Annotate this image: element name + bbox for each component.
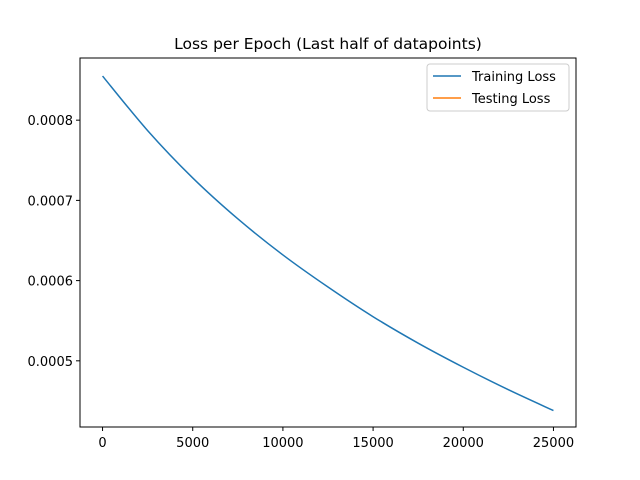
y-tick-label: 0.0007 xyxy=(28,194,74,209)
legend-box xyxy=(426,63,570,112)
x-axis: 0 5000 10000 15000 20000 25000 xyxy=(98,427,574,451)
legend-label-0: Training Loss xyxy=(471,70,556,85)
chart-title: Loss per Epoch (Last half of datapoints) xyxy=(174,35,482,53)
plot-area xyxy=(101,75,554,412)
x-tick-label: 20000 xyxy=(443,436,484,451)
legend: Training Loss Testing Loss xyxy=(426,63,570,112)
x-tick-label: 0 xyxy=(98,436,106,451)
y-axis: 0.0005 0.0006 0.0007 0.0008 xyxy=(28,114,80,370)
series-line-0 xyxy=(101,75,554,412)
y-tick-label: 0.0006 xyxy=(28,275,74,290)
y-tick-label: 0.0008 xyxy=(28,114,74,129)
x-tick-label: 15000 xyxy=(352,436,393,451)
x-tick-label: 10000 xyxy=(262,436,303,451)
x-tick-label: 25000 xyxy=(533,436,574,451)
x-tick-label: 5000 xyxy=(176,436,209,451)
axes-frame xyxy=(79,57,577,428)
legend-label-1: Testing Loss xyxy=(471,92,551,107)
y-tick-label: 0.0005 xyxy=(28,355,74,370)
